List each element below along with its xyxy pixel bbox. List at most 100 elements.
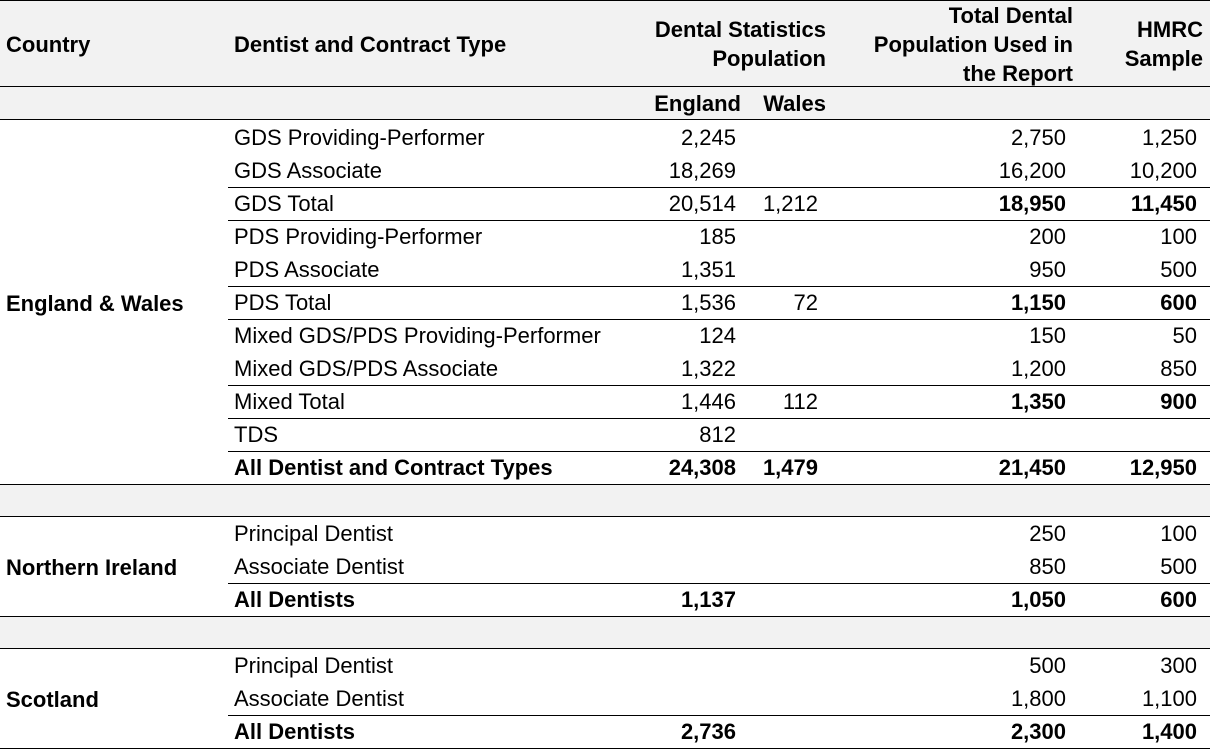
- subheader-england: England: [654, 91, 741, 116]
- group-spacer: [0, 616, 1210, 649]
- row-wales: [740, 583, 818, 616]
- row-divider: [228, 187, 1210, 188]
- row-wales: [740, 154, 818, 187]
- row-type: Mixed Total: [234, 389, 345, 414]
- group-spacer: [0, 484, 1210, 517]
- row-hmrc: 10,200: [1129, 158, 1197, 183]
- row-type: Principal Dentist: [234, 521, 393, 546]
- row-wales: [740, 121, 818, 154]
- row-hmrc: 100: [1160, 521, 1197, 546]
- row-type: All Dentists: [234, 719, 356, 744]
- row-wales: 1,479: [762, 455, 818, 480]
- row-wales: [740, 319, 818, 352]
- row-total: 500: [1029, 653, 1066, 678]
- row-type: PDS Associate: [234, 257, 380, 282]
- row-hmrc: 1,100: [1141, 686, 1197, 711]
- country-label: Northern Ireland: [6, 554, 178, 580]
- row-hmrc: [1080, 418, 1197, 451]
- row-wales: [740, 253, 818, 286]
- header-hmrc-sample: HMRC Sample: [1090, 15, 1203, 73]
- row-type: PDS Providing-Performer: [234, 224, 483, 249]
- row-type: Principal Dentist: [234, 653, 393, 678]
- row-england: 20,514: [668, 191, 736, 216]
- header-type: Dentist and Contract Type: [234, 32, 507, 57]
- row-england: 1,536: [680, 290, 736, 315]
- row-hmrc: 500: [1160, 554, 1197, 579]
- row-hmrc: 850: [1160, 356, 1197, 381]
- header-country: Country: [6, 32, 91, 57]
- row-type: TDS: [234, 422, 278, 447]
- row-divider: [228, 451, 1210, 452]
- row-type: GDS Providing-Performer: [234, 125, 485, 150]
- row-type: GDS Total: [234, 191, 334, 216]
- row-england: [600, 550, 736, 583]
- row-hmrc: 600: [1160, 290, 1197, 315]
- header-total-line2: Population Used in: [873, 32, 1073, 57]
- row-hmrc: 300: [1160, 653, 1197, 678]
- row-england: 18,269: [668, 158, 736, 183]
- row-total: 850: [1029, 554, 1066, 579]
- row-england: 1,137: [680, 587, 736, 612]
- row-total: 200: [1029, 224, 1066, 249]
- row-england: 24,308: [668, 455, 736, 480]
- row-england: [600, 649, 736, 682]
- row-wales: 1,212: [762, 191, 818, 216]
- row-wales: [740, 682, 818, 715]
- row-total: 1,050: [1010, 587, 1066, 612]
- header-dental-stats-line2: Population: [712, 46, 826, 71]
- header-dental-stats-line1: Dental Statistics: [654, 17, 826, 42]
- row-england: 1,351: [680, 257, 736, 282]
- row-england: [600, 682, 736, 715]
- row-type: Associate Dentist: [234, 686, 404, 711]
- row-total: 150: [1029, 323, 1066, 348]
- row-wales: [740, 517, 818, 550]
- row-wales: 112: [782, 389, 818, 414]
- row-hmrc: 600: [1160, 587, 1197, 612]
- row-divider: [228, 385, 1210, 386]
- row-wales: [740, 418, 818, 451]
- row-total: 950: [1029, 257, 1066, 282]
- row-total: 1,200: [1010, 356, 1066, 381]
- row-type: All Dentist and Contract Types: [234, 455, 553, 480]
- header-total-population: Total Dental Population Used in the Repo…: [840, 1, 1073, 88]
- row-divider: [228, 418, 1210, 419]
- row-england: [600, 517, 736, 550]
- row-total: 250: [1029, 521, 1066, 546]
- row-total: 18,950: [998, 191, 1066, 216]
- row-england: 812: [699, 422, 736, 447]
- row-hmrc: 11,450: [1130, 191, 1197, 216]
- header-total-line1: Total Dental: [948, 3, 1073, 28]
- row-hmrc: 1,250: [1141, 125, 1197, 150]
- row-type: Associate Dentist: [234, 554, 404, 579]
- row-wales: [740, 352, 818, 385]
- row-type: Mixed GDS/PDS Providing-Performer: [234, 323, 601, 348]
- table-header: Country Dentist and Contract Type Dental…: [0, 0, 1210, 87]
- row-england: 185: [699, 224, 736, 249]
- row-england: 1,322: [680, 356, 736, 381]
- row-type: All Dentists: [234, 587, 356, 612]
- row-total: 2,300: [1010, 719, 1066, 744]
- header-dental-stats: Dental Statistics Population: [600, 15, 826, 73]
- header-hmrc-line2: Sample: [1124, 46, 1203, 71]
- subheader-wales: Wales: [763, 91, 826, 116]
- row-divider: [228, 715, 1210, 716]
- row-divider: [228, 220, 1210, 221]
- row-type: PDS Total: [234, 290, 332, 315]
- row-total: 1,350: [1010, 389, 1066, 414]
- row-wales: [740, 550, 818, 583]
- row-england: 1,446: [680, 389, 736, 414]
- row-england: 2,245: [680, 125, 736, 150]
- row-total: [880, 418, 1066, 451]
- row-hmrc: 500: [1160, 257, 1197, 282]
- row-wales: [740, 715, 818, 748]
- row-england: 124: [699, 323, 736, 348]
- row-hmrc: 1,400: [1141, 719, 1197, 744]
- row-wales: 72: [793, 290, 818, 315]
- row-total: 1,150: [1010, 290, 1066, 315]
- row-total: 21,450: [998, 455, 1066, 480]
- row-total: 16,200: [998, 158, 1066, 183]
- country-label: England & Wales: [6, 290, 184, 316]
- row-type: GDS Associate: [234, 158, 382, 183]
- row-divider: [228, 319, 1210, 320]
- row-total: 1,800: [1010, 686, 1066, 711]
